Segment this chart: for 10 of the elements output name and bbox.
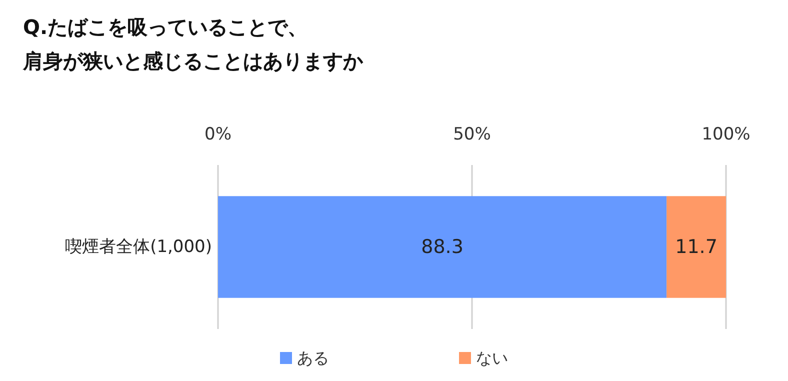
x-tick-label: 0% — [204, 124, 232, 144]
legend-label: ある — [297, 348, 329, 368]
chart-subtitle: 肩身が狭いと感じることはありますか — [22, 49, 364, 73]
x-tick-label: 50% — [453, 124, 491, 144]
data-label: 11.7 — [675, 236, 718, 258]
data-label: 88.3 — [421, 236, 464, 258]
y-tick-label: 喫煙者全体(1,000) — [65, 237, 212, 257]
legend-label: ない — [476, 348, 508, 368]
chart-title: Q.たばこを吸っていることで、 — [23, 15, 308, 39]
x-tick-label: 100% — [702, 124, 750, 144]
